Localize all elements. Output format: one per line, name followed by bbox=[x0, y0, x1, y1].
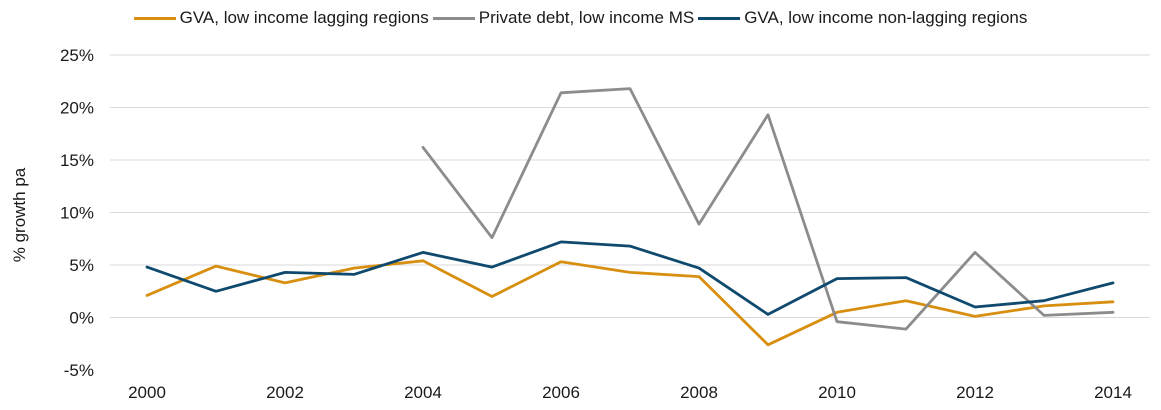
legend-label-private-debt: Private debt, low income MS bbox=[478, 8, 695, 27]
x-tick-label-2: 2004 bbox=[404, 383, 442, 402]
legend-swatch-private-debt bbox=[432, 16, 475, 20]
x-tick-label-6: 2012 bbox=[956, 383, 994, 402]
x-tick-label-0: 2000 bbox=[128, 383, 166, 402]
y-tick-label-0: 25% bbox=[60, 46, 94, 65]
legend-item-gva-lagging: GVA, low income lagging regions bbox=[133, 8, 429, 28]
legend-swatch-gva-non-lagging bbox=[698, 16, 741, 20]
y-tick-label-5: 0% bbox=[69, 309, 94, 328]
legend-label-gva-non-lagging: GVA, low income non-lagging regions bbox=[744, 8, 1028, 27]
legend-swatch-gva-lagging bbox=[133, 16, 176, 20]
chart-legend: GVA, low income lagging regions Private … bbox=[0, 4, 1161, 32]
legend-label-gva-lagging: GVA, low income lagging regions bbox=[179, 8, 429, 27]
x-tick-label-7: 2014 bbox=[1094, 383, 1132, 402]
series-line-2 bbox=[145, 240, 1115, 316]
x-tick-label-1: 2002 bbox=[266, 383, 304, 402]
series-line-0 bbox=[145, 259, 1115, 347]
series-line-1 bbox=[421, 87, 1115, 331]
x-tick-label-4: 2008 bbox=[680, 383, 718, 402]
y-tick-label-3: 10% bbox=[60, 204, 94, 223]
x-tick-label-3: 2006 bbox=[542, 383, 580, 402]
y-tick-label-6: -5% bbox=[64, 361, 94, 380]
legend-item-gva-non-lagging: GVA, low income non-lagging regions bbox=[698, 8, 1027, 28]
legend-item-private-debt: Private debt, low income MS bbox=[432, 8, 695, 28]
y-tick-label-4: 5% bbox=[69, 256, 94, 275]
y-tick-label-2: 15% bbox=[60, 151, 94, 170]
x-tick-label-5: 2010 bbox=[818, 383, 856, 402]
y-tick-label-1: 20% bbox=[60, 99, 94, 118]
